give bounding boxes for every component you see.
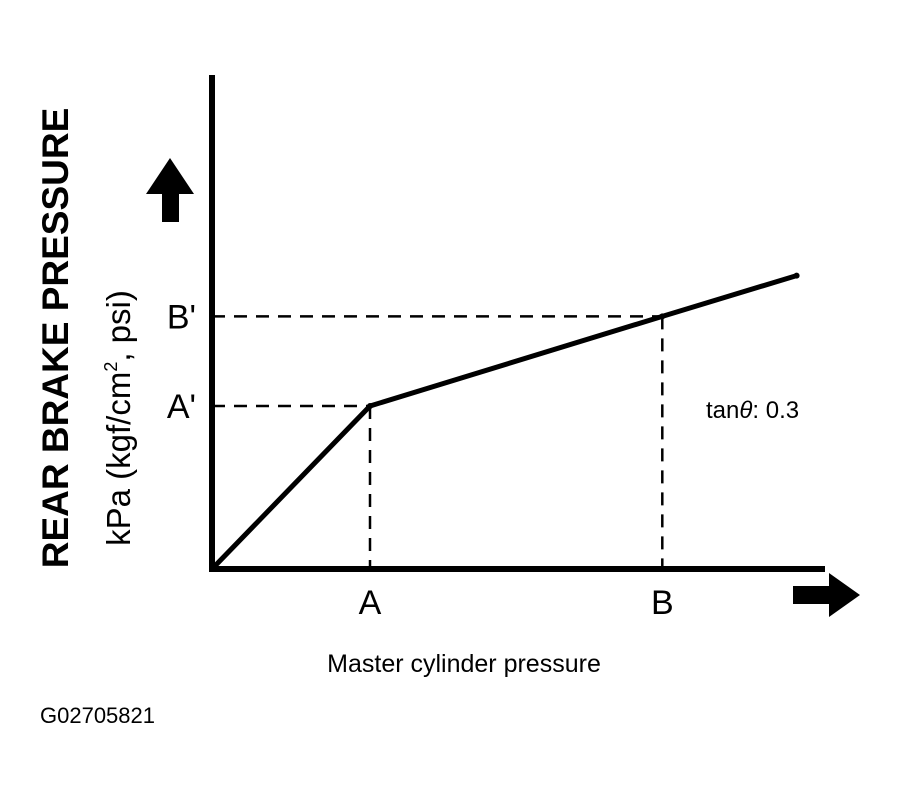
x-axis-title: Master cylinder pressure <box>327 650 601 678</box>
data-point-1-2 <box>367 403 373 409</box>
guide-lines <box>212 315 664 569</box>
y-units-prefix: kPa (kgf/cm <box>100 372 137 546</box>
y-tick-label-1: A' <box>167 388 196 426</box>
x-tick-label-2: B <box>651 584 674 622</box>
y-units-suffix: , psi) <box>100 290 137 362</box>
x-direction-arrow-icon <box>793 573 860 617</box>
x-tick-label-1: A <box>359 584 382 622</box>
y-units-superscript: 2 <box>101 362 121 372</box>
y-axis-title: REAR BRAKE PRESSURE <box>35 108 76 569</box>
annotation-suffix: : 0.3 <box>752 397 799 424</box>
y-direction-arrow-icon <box>146 158 194 222</box>
data-point-1-4 <box>793 272 800 279</box>
y-tick-label-2: B' <box>167 298 196 336</box>
tick-labels: A B A' B' <box>167 298 674 622</box>
series-line-1 <box>209 273 800 572</box>
slope-annotation: tanθ: 0.3 <box>706 397 799 424</box>
annotation-theta: θ <box>739 397 752 424</box>
y-axis-units: kPa (kgf/cm2, psi) <box>100 290 137 546</box>
data-point-1-3 <box>659 313 666 320</box>
annotation-prefix: tan <box>706 397 739 424</box>
figure-id: G02705821 <box>40 703 155 728</box>
